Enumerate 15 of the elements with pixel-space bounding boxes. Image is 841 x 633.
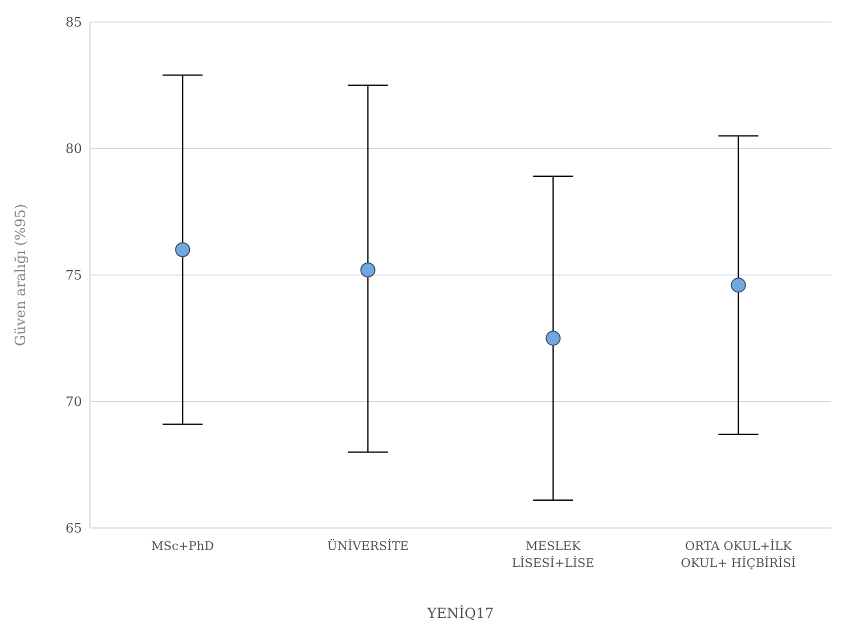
y-tick-label: 75: [65, 268, 82, 284]
x-tick-label: ÜNİVERSİTE: [327, 538, 409, 553]
x-axis-title: YENİQ17: [426, 605, 494, 622]
y-tick-label: 65: [65, 522, 82, 537]
y-tick-label: 80: [65, 142, 82, 158]
point: [730, 278, 746, 293]
point: [546, 330, 561, 346]
x-tick-label: ORTA OKUL+İLK OKUL+ HİÇBİRİSİ: [680, 538, 796, 570]
x-tick-label: MSc+PhD: [151, 539, 214, 553]
y-tick-label: 85: [65, 16, 82, 31]
point: [175, 242, 190, 258]
x-tick-label: MESLEK LİSESİ+LİSE: [512, 539, 594, 570]
point: [360, 262, 376, 278]
y-axis-title: Güven aralığı (%95): [12, 204, 29, 346]
y-tick-label: 70: [65, 395, 82, 410]
